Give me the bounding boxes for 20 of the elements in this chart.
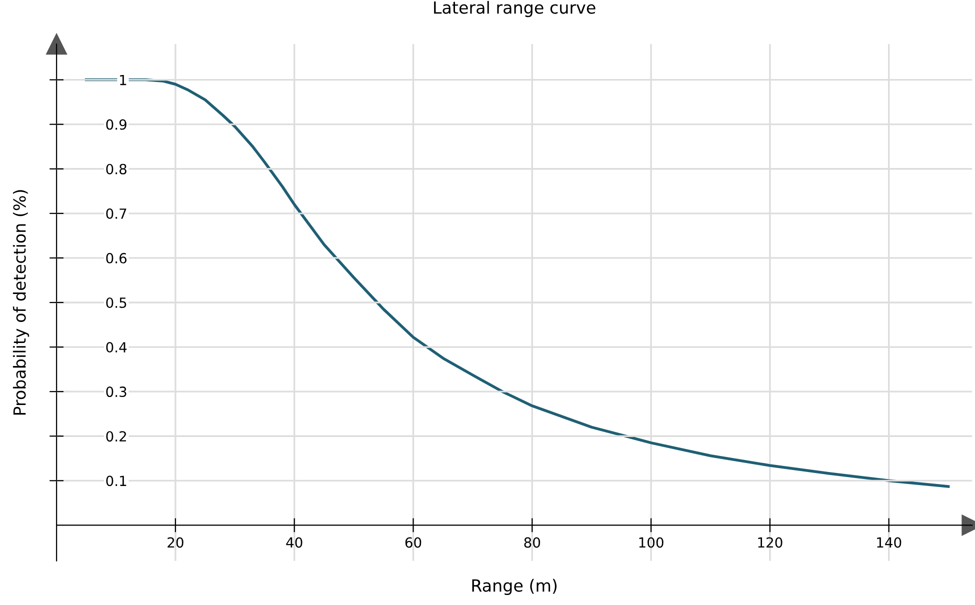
y-tick-label: 0.2 <box>106 431 126 442</box>
x-axis-title: Range (m) <box>472 578 557 596</box>
y-tick-label: 0.1 <box>106 476 126 486</box>
y-tick-label: 0.6 <box>106 252 127 264</box>
x-tick-label: 100 <box>639 537 664 548</box>
x-tick-label: 120 <box>758 537 782 548</box>
x-tick-label: 140 <box>877 537 902 548</box>
y-tick-label: 0.7 <box>106 208 126 219</box>
chart-title: Lateral range curve <box>434 0 596 18</box>
y-tick-label: 0.4 <box>106 342 127 353</box>
x-tick-label: 40 <box>286 537 302 548</box>
x-tick-label: 60 <box>405 537 422 548</box>
y-tick-label: 0.8 <box>106 164 126 174</box>
y-tick-label: 1 <box>120 74 126 86</box>
x-tick-label: 80 <box>524 537 540 548</box>
y-tick-label: 0.5 <box>106 297 126 308</box>
x-tick-label: 20 <box>168 537 184 548</box>
y-tick-label: 0.3 <box>106 386 126 398</box>
y-tick-label: 0.9 <box>106 119 126 130</box>
y-axis-title: Probability of detection (%) <box>12 190 30 415</box>
